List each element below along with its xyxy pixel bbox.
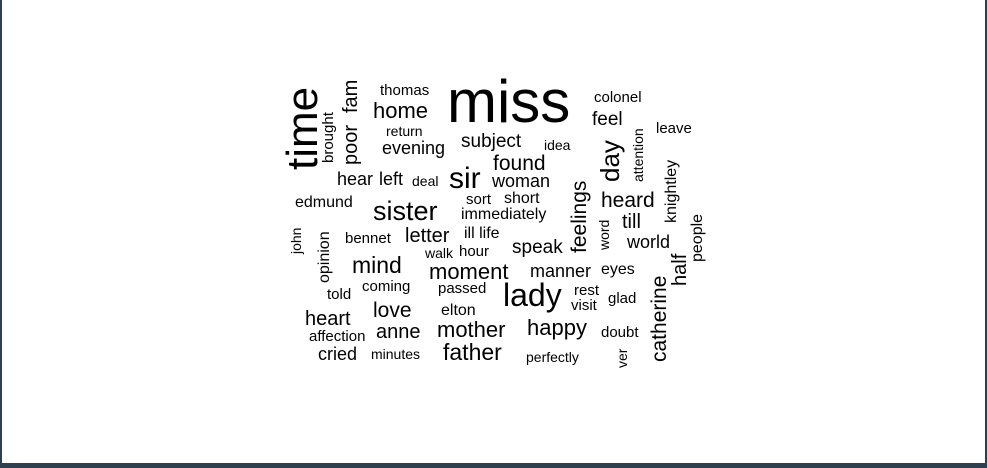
word-sir: sir xyxy=(449,162,481,195)
word-woman: woman xyxy=(492,171,551,191)
word-opinion: opinion xyxy=(316,231,333,283)
word-word: word xyxy=(596,219,612,250)
word-world: world xyxy=(627,232,671,252)
word-heard: heard xyxy=(601,189,655,212)
word-affection: affection xyxy=(309,328,366,345)
word-elton: elton xyxy=(441,302,476,319)
word-letter: letter xyxy=(405,225,450,247)
word-hour: hour xyxy=(459,243,490,260)
word-home: home xyxy=(373,98,429,123)
word-thomas: thomas xyxy=(380,82,430,99)
word-ill-life: ill life xyxy=(464,226,500,242)
word-people: people xyxy=(689,213,706,262)
word-ill: ill xyxy=(464,225,475,242)
word-colonel: colonel xyxy=(594,89,642,106)
word-time: time xyxy=(278,86,327,170)
word-glad: glad xyxy=(608,290,637,307)
word-perfectly: perfectly xyxy=(526,349,579,365)
word-evening: evening xyxy=(382,138,446,158)
word-moment: moment xyxy=(429,259,509,284)
word-anne: anne xyxy=(376,321,421,343)
word-rest: rest xyxy=(574,282,600,299)
word-miss: miss xyxy=(447,68,571,135)
word-idea: idea xyxy=(544,137,571,153)
word-feel: feel xyxy=(592,109,623,130)
word-minutes: minutes xyxy=(371,346,421,362)
word-immediately: immediately xyxy=(461,206,547,223)
word-till: till xyxy=(622,211,641,233)
word-visit: visit xyxy=(571,297,597,314)
word-father: father xyxy=(443,339,502,365)
word-doubt: doubt xyxy=(601,324,639,341)
word-sort: sort xyxy=(466,191,492,208)
word-found: found xyxy=(493,152,546,175)
word-ver: ver xyxy=(614,348,630,368)
cloud-clip-region: father xyxy=(443,339,502,365)
word-sister: sister xyxy=(373,196,438,226)
word-brought: brought xyxy=(320,112,337,163)
word-happy: happy xyxy=(527,315,587,340)
word-knightley: knightley xyxy=(663,159,680,223)
word-bennet: bennet xyxy=(345,230,391,247)
word-subject: subject xyxy=(461,131,522,152)
word-deal: deal xyxy=(412,173,439,189)
word-manner: manner xyxy=(530,261,592,281)
word-attention: attention xyxy=(630,128,646,182)
word-catherine: catherine xyxy=(648,275,671,362)
word-love: love xyxy=(373,299,412,322)
word-walk: walk xyxy=(425,245,454,261)
word-told: told xyxy=(327,286,352,303)
word-speak: speak xyxy=(512,237,563,258)
word-eyes: eyes xyxy=(601,261,635,278)
word-coming: coming xyxy=(362,278,411,295)
word-short: short xyxy=(504,190,540,207)
word-cried: cried xyxy=(318,344,358,364)
word-heart: heart xyxy=(305,308,351,330)
word-john: john xyxy=(288,227,304,254)
word-return: return xyxy=(386,123,423,139)
word-lady: lady xyxy=(503,277,562,313)
word-mother: mother xyxy=(437,317,506,342)
word-life: life xyxy=(479,225,500,242)
word-edmund: edmund xyxy=(295,194,353,211)
word-leave: leave xyxy=(656,120,692,137)
word-mind: mind xyxy=(352,252,402,278)
word-passed: passed xyxy=(438,280,487,297)
word-left: left xyxy=(379,169,404,189)
word-fam: fam xyxy=(340,79,362,113)
word-half: half xyxy=(669,253,691,286)
word-hear: hear xyxy=(337,169,374,189)
word-feelings: feelings xyxy=(568,180,591,253)
word-day: day xyxy=(595,140,625,182)
word-poor: poor xyxy=(340,124,362,165)
